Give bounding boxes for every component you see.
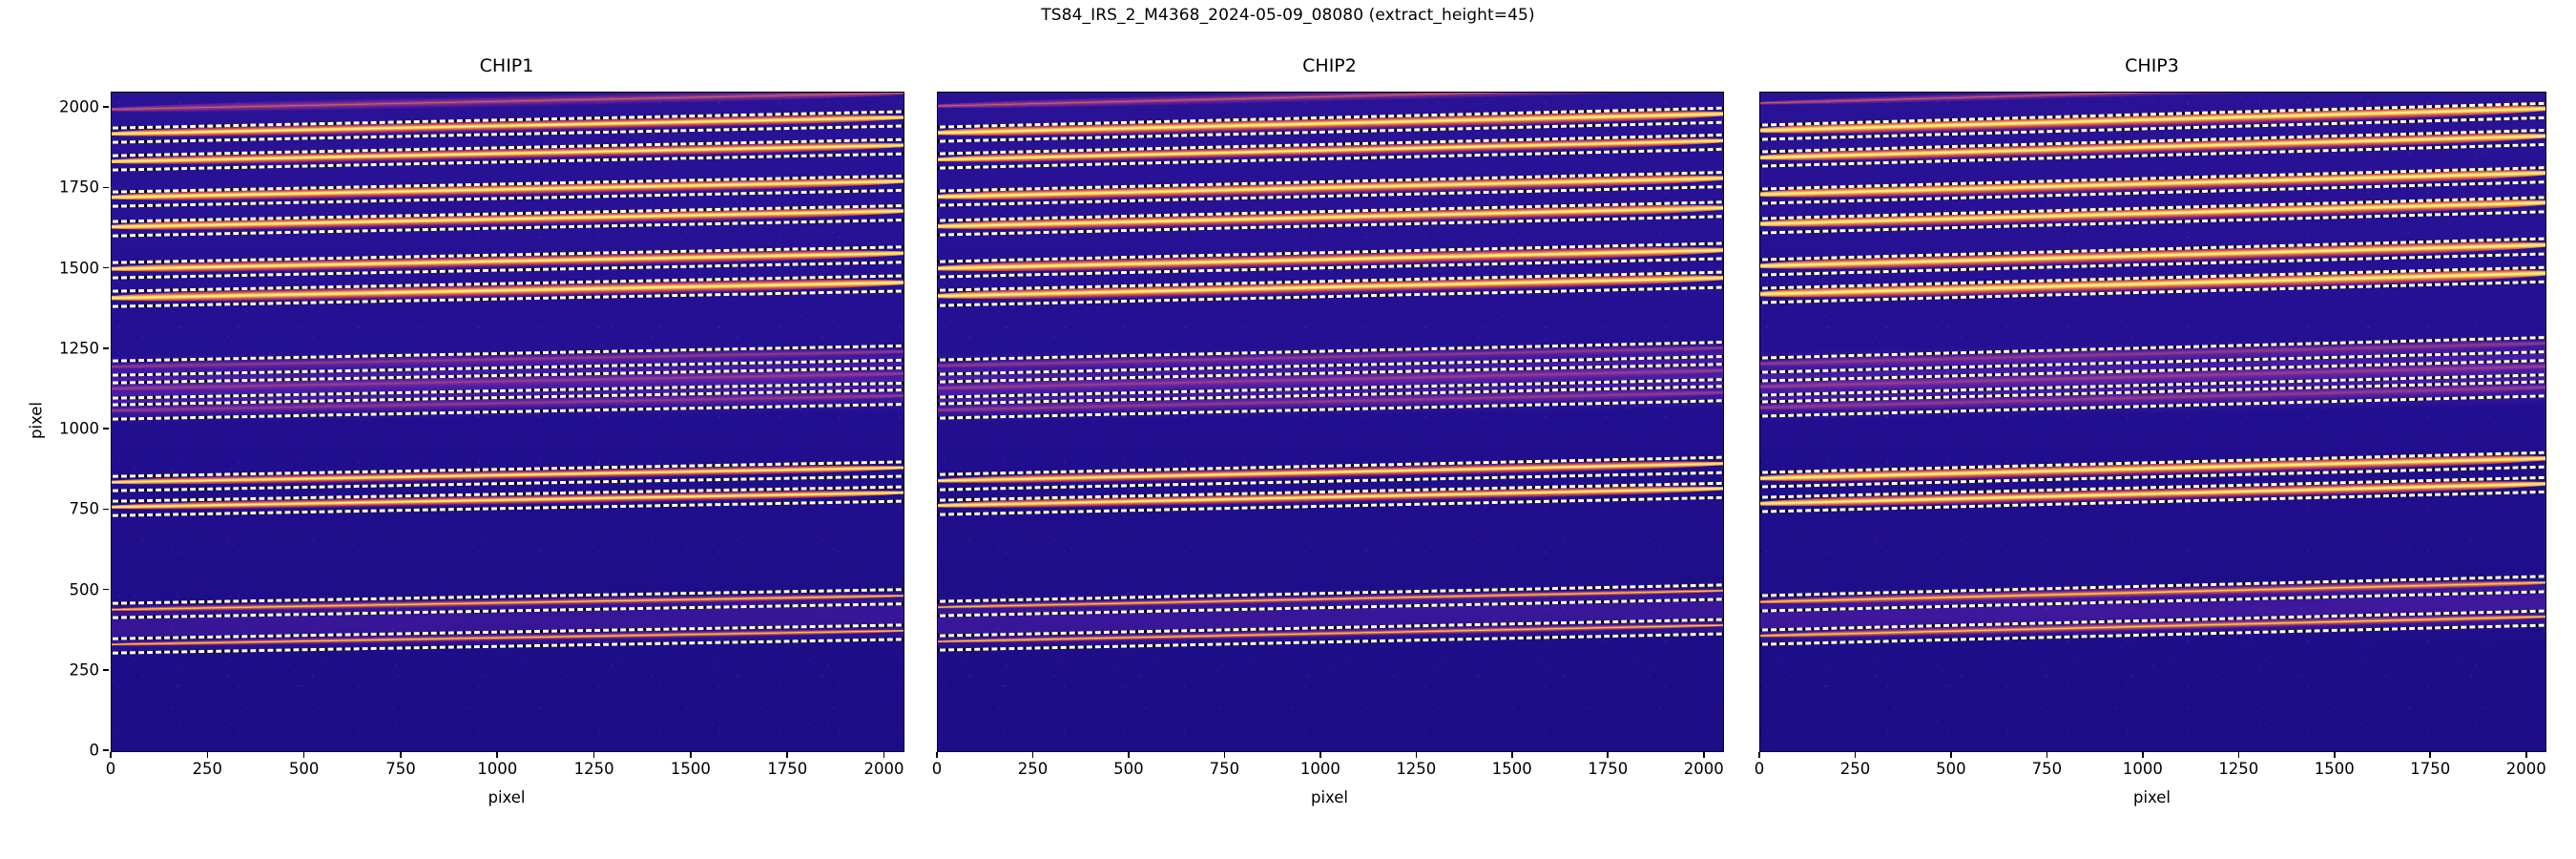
- x-tick: [110, 751, 112, 758]
- x-tick: [2429, 751, 2432, 758]
- x-tick-label: 2000: [863, 760, 904, 778]
- x-tick: [2046, 751, 2048, 758]
- panel-title-chip3: CHIP3: [2125, 55, 2179, 76]
- x-tick: [2142, 751, 2144, 758]
- x-axis-label: pixel: [1310, 788, 1349, 807]
- detector-noise: [938, 93, 1723, 751]
- x-tick-label: 250: [1839, 760, 1871, 778]
- x-axis-label: pixel: [2132, 788, 2171, 807]
- x-tick: [2524, 751, 2527, 758]
- y-tick-label: 1750: [59, 178, 99, 197]
- axes-chip2: [937, 92, 1724, 752]
- x-tick-label: 250: [192, 760, 223, 778]
- y-tick: [103, 588, 110, 591]
- x-tick: [2333, 751, 2336, 758]
- x-tick-label: 500: [1113, 760, 1144, 778]
- x-tick-label: 1750: [767, 760, 808, 778]
- x-tick-label: 1500: [2314, 760, 2355, 778]
- x-tick: [400, 751, 402, 758]
- y-tick: [103, 749, 110, 751]
- y-tick-label: 0: [89, 741, 100, 760]
- x-tick-label: 250: [1017, 760, 1049, 778]
- x-tick: [1510, 751, 1513, 758]
- detector-image-chip3: [1760, 93, 2545, 751]
- x-tick-label: 750: [1209, 760, 1240, 778]
- x-tick-label: 1250: [2218, 760, 2259, 778]
- x-tick-label: 0: [931, 760, 943, 778]
- x-tick-label: 1000: [2122, 760, 2163, 778]
- x-tick: [883, 751, 885, 758]
- x-tick-label: 500: [288, 760, 320, 778]
- y-tick: [103, 347, 110, 349]
- x-tick-label: 1750: [1588, 760, 1629, 778]
- detector-noise: [1760, 93, 2545, 751]
- x-tick: [1950, 751, 1952, 758]
- x-tick: [786, 751, 789, 758]
- panel-title-chip2: CHIP2: [1302, 55, 1357, 76]
- x-tick-label: 1750: [2410, 760, 2451, 778]
- x-tick-label: 750: [385, 760, 416, 778]
- x-tick: [496, 751, 499, 758]
- detector-image-chip1: [112, 93, 904, 751]
- y-axis-label: pixel: [27, 401, 46, 440]
- y-tick: [103, 428, 110, 430]
- x-tick-label: 1000: [477, 760, 518, 778]
- axes-chip1: [111, 92, 904, 752]
- x-tick: [1702, 751, 1705, 758]
- x-tick: [1607, 751, 1610, 758]
- x-tick: [1758, 751, 1760, 758]
- y-tick: [103, 668, 110, 671]
- y-tick: [103, 266, 110, 269]
- x-tick: [592, 751, 595, 758]
- detector-noise: [112, 93, 904, 751]
- x-tick-label: 1250: [1396, 760, 1437, 778]
- x-tick: [1223, 751, 1226, 758]
- y-tick: [103, 508, 110, 511]
- detector-image-chip2: [938, 93, 1723, 751]
- x-tick-label: 2000: [1683, 760, 1724, 778]
- y-tick-label: 2000: [59, 97, 99, 116]
- x-tick-label: 1500: [670, 760, 711, 778]
- y-tick-label: 1250: [59, 339, 99, 358]
- x-tick: [936, 751, 938, 758]
- x-tick: [1128, 751, 1130, 758]
- y-tick-label: 1500: [59, 259, 99, 278]
- x-tick: [690, 751, 692, 758]
- x-tick-label: 1500: [1491, 760, 1532, 778]
- y-tick: [103, 186, 110, 189]
- x-tick-label: 500: [1936, 760, 1966, 778]
- x-tick: [1319, 751, 1321, 758]
- figure-suptitle: TS84_IRS_2_M4368_2024-05-09_08080 (extra…: [1041, 6, 1535, 25]
- x-tick: [1854, 751, 1857, 758]
- axes-chip3: [1759, 92, 2546, 752]
- x-tick: [2237, 751, 2240, 758]
- x-tick-label: 1250: [573, 760, 614, 778]
- panel-title-chip1: CHIP1: [479, 55, 534, 76]
- y-tick-label: 1000: [59, 419, 99, 438]
- x-tick-label: 1000: [1299, 760, 1340, 778]
- y-tick: [103, 106, 110, 108]
- x-tick-label: 750: [2031, 760, 2063, 778]
- x-tick: [1415, 751, 1418, 758]
- x-tick-label: 0: [105, 760, 116, 778]
- x-tick-label: 2000: [2505, 760, 2546, 778]
- x-tick: [1031, 751, 1034, 758]
- x-axis-label: pixel: [488, 788, 526, 807]
- y-tick-label: 250: [69, 660, 100, 680]
- y-tick-label: 750: [69, 499, 100, 518]
- y-tick-label: 500: [69, 580, 100, 599]
- x-tick-label: 0: [1754, 760, 1765, 778]
- x-tick: [206, 751, 209, 758]
- x-tick: [302, 751, 305, 758]
